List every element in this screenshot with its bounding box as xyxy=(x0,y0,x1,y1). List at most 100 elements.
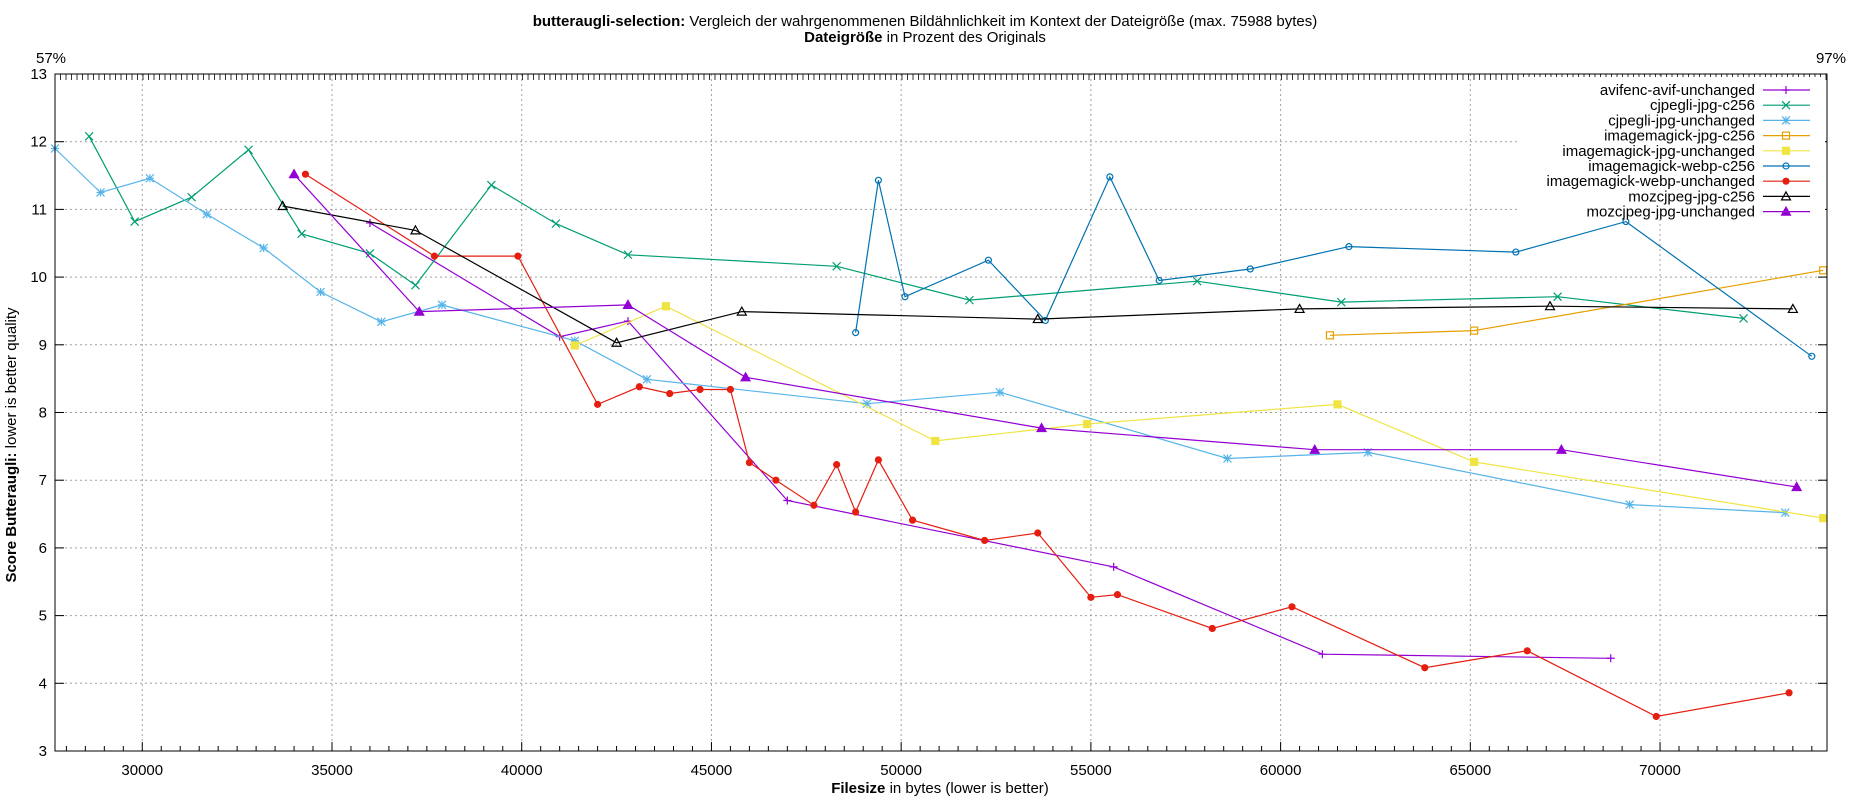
data-point xyxy=(1781,131,1791,140)
data-point xyxy=(411,280,420,290)
data-point xyxy=(297,229,307,239)
data-point xyxy=(277,200,289,211)
data-point xyxy=(981,536,989,545)
x-tick-label: 60000 xyxy=(1260,762,1302,779)
top-axis-left-label: 57% xyxy=(36,50,66,67)
data-point xyxy=(623,250,633,260)
data-point xyxy=(1246,265,1254,273)
legend-label: mozcjpeg-jpg-unchanged xyxy=(1587,204,1755,221)
legend-label: cjpegli-jpg-unchanged xyxy=(1608,112,1755,129)
data-point xyxy=(409,224,421,235)
data-point xyxy=(862,399,872,409)
data-point xyxy=(1555,444,1567,454)
data-point xyxy=(1808,352,1816,360)
series-cjpegli-jpg-unchanged xyxy=(50,144,1790,518)
y-tick-label: 6 xyxy=(39,540,47,557)
series-imagemagick-webp-c256 xyxy=(852,173,1816,360)
data-point xyxy=(1544,300,1556,311)
data-point xyxy=(740,371,752,382)
data-point xyxy=(874,456,882,464)
data-point xyxy=(783,496,792,505)
data-point xyxy=(1470,326,1479,335)
legend-item: imagemagick-webp-unchanged xyxy=(1547,173,1810,190)
series-line xyxy=(293,173,1797,488)
x-tick-label: 55000 xyxy=(1070,762,1112,779)
data-point xyxy=(772,476,780,484)
data-point xyxy=(1791,481,1803,492)
data-point xyxy=(1470,457,1479,467)
data-point xyxy=(666,389,674,398)
data-point xyxy=(1781,100,1791,110)
series-line xyxy=(54,148,1786,514)
data-point xyxy=(1192,276,1202,286)
data-point xyxy=(1345,243,1353,251)
data-point xyxy=(901,293,909,301)
x-tick-label: 70000 xyxy=(1639,762,1681,779)
data-point xyxy=(187,192,197,202)
data-point xyxy=(736,305,748,316)
data-point xyxy=(96,188,105,197)
data-point xyxy=(594,400,602,408)
data-point xyxy=(1782,86,1790,94)
data-point xyxy=(1082,419,1092,429)
x-axis-label: Filesize in bytes (lower is better) xyxy=(831,780,1049,797)
data-point xyxy=(931,436,940,446)
data-point xyxy=(1782,162,1790,170)
data-point xyxy=(852,508,860,516)
data-point xyxy=(551,219,561,229)
data-point xyxy=(1523,647,1531,655)
data-point xyxy=(1325,331,1335,340)
y-tick-labels: 3 4 5 6 7 8 9 10 11 12 13 xyxy=(30,66,47,760)
y-tick-label: 4 xyxy=(39,675,47,692)
data-point xyxy=(1155,276,1163,285)
data-point xyxy=(1041,316,1049,325)
data-point xyxy=(430,252,439,260)
y-axis-label-bold: Score Butteraugli: xyxy=(3,453,20,583)
legend-item: imagemagick-webp-c256 xyxy=(1588,158,1810,175)
data-point xyxy=(1780,190,1792,201)
data-point xyxy=(365,248,375,258)
legend-item: cjpegli-jpg-c256 xyxy=(1650,97,1810,114)
data-point xyxy=(1288,603,1296,611)
data-point xyxy=(874,176,882,184)
data-point xyxy=(611,337,623,347)
data-point xyxy=(437,300,447,310)
data-point xyxy=(1032,313,1044,324)
data-point xyxy=(642,374,652,384)
data-point xyxy=(1223,454,1232,463)
data-point xyxy=(1421,664,1429,672)
data-point xyxy=(202,209,212,219)
legend-label: mozcjpeg-jpg-c256 xyxy=(1628,188,1755,205)
data-point xyxy=(413,305,425,316)
y-tick-label: 8 xyxy=(39,405,47,422)
y-tick-label: 7 xyxy=(39,472,47,489)
legend-label: cjpegli-jpg-c256 xyxy=(1650,97,1755,114)
series-layer xyxy=(50,131,1828,721)
chart-title-bold: butteraugli-selection: xyxy=(533,13,686,30)
data-point xyxy=(1785,689,1793,697)
plot-frame xyxy=(54,73,1828,752)
data-point xyxy=(1113,591,1122,599)
legend-item: mozcjpeg-jpg-c256 xyxy=(1628,188,1810,205)
data-point xyxy=(1652,712,1660,721)
y-tick-label: 5 xyxy=(39,608,47,625)
data-point xyxy=(1106,173,1114,181)
series-line xyxy=(88,136,1744,319)
y-axis-label-rest: lower is better quality xyxy=(3,307,20,448)
series-line xyxy=(1329,269,1824,336)
data-point xyxy=(908,516,917,524)
data-point xyxy=(1606,654,1615,663)
data-point xyxy=(635,383,643,391)
chart-subtitle-bold: Dateigröße xyxy=(804,29,882,46)
x-axis-label-rest: in bytes (lower is better) xyxy=(890,780,1049,797)
series-mozcjpeg-jpg-c256 xyxy=(277,200,1799,347)
data-point xyxy=(84,131,94,141)
data-point xyxy=(1109,562,1118,571)
data-point xyxy=(1336,297,1346,307)
data-point xyxy=(486,180,496,190)
data-point xyxy=(1739,313,1748,323)
data-point xyxy=(514,252,522,260)
data-point xyxy=(1780,205,1792,216)
data-point xyxy=(833,461,841,469)
